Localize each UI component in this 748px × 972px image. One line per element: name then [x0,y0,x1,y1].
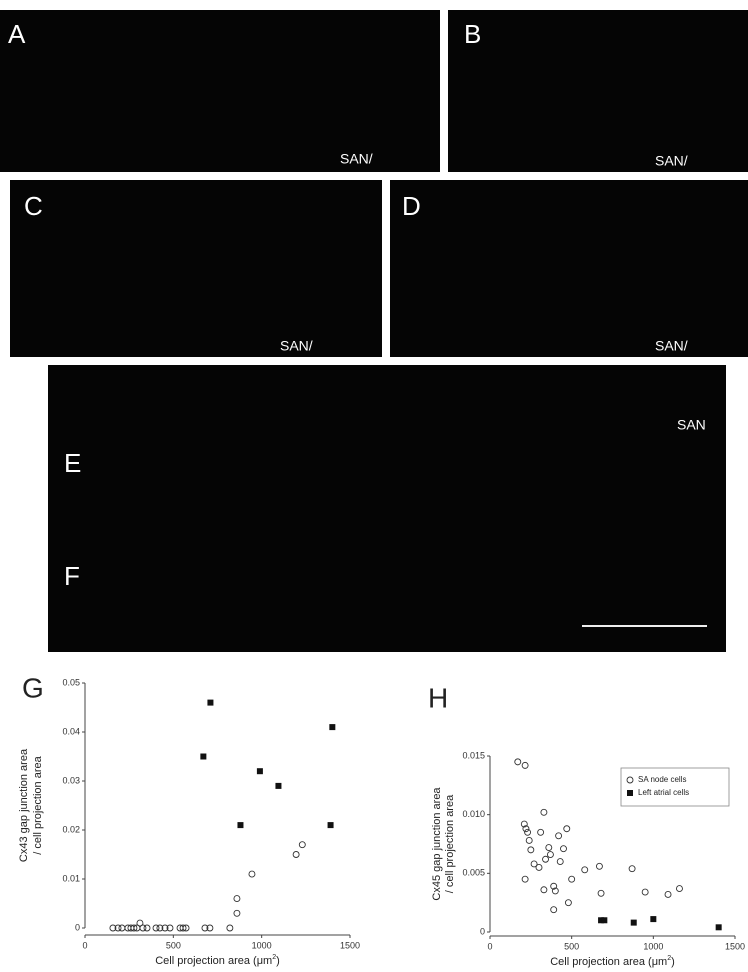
panel-label: C [24,191,43,221]
figure: A SAN/ B SAN/ C SAN/ D SAN/ SAN E F G 0 0.… [0,0,748,972]
data-point [522,876,528,882]
y-tick-label: 0.05 [62,677,80,687]
data-point [676,886,682,892]
panel-label: H [428,682,448,713]
data-point [329,724,335,730]
data-point [598,890,604,896]
data-point [144,925,150,931]
legend-box [621,768,729,806]
x-tick-label: 0 [82,940,87,950]
data-point [257,768,263,774]
data-point [561,846,567,852]
y-tick-label: 0.02 [62,824,80,834]
data-point [237,822,243,828]
data-point [551,907,557,913]
data-point [716,924,722,930]
data-point [293,852,299,858]
y-tick-label: 0.005 [462,868,485,878]
x-axis-label-text: Cell projection area (μm [155,955,272,967]
data-point [536,864,542,870]
data-point [515,759,521,765]
y-tick-label: 0.010 [462,809,485,819]
image-panel [448,10,748,172]
image-panel [48,365,726,652]
x-tick-label: 1000 [252,940,272,950]
panel-label: E [64,448,81,478]
data-point [275,783,281,789]
data-point [541,809,547,815]
image-panel [10,180,382,357]
x-tick-label: 1000 [643,941,663,951]
data-point [547,852,553,858]
data-point [629,866,635,872]
data-point [601,917,607,923]
y-tick-label: 0.015 [462,750,485,760]
panel-note: SAN/ [655,338,688,354]
panel-label: A [8,19,26,49]
x-axis-label-tail: ) [276,955,280,967]
data-point [541,887,547,893]
panel-note: SAN/ [655,153,688,169]
data-point [569,876,575,882]
legend-label: SA node cells [638,775,686,784]
data-point [596,863,602,869]
data-point [299,842,305,848]
panel-label: B [464,19,481,49]
data-point [650,916,656,922]
panel-label: F [64,561,80,591]
y-axis-label: Cx45 gap junction area [431,787,443,901]
y-axis-label: / cell projection area [32,755,44,854]
data-point [525,829,531,835]
legend-label: Left atrial cells [638,788,689,797]
data-point [234,896,240,902]
data-point [249,871,255,877]
legend-marker [627,790,633,796]
data-point [538,829,544,835]
x-axis-label-tail: ) [671,956,675,968]
data-point [234,910,240,916]
y-axis-label: Cx43 gap junction area [18,748,30,862]
y-tick-label: 0.04 [62,726,80,736]
x-axis-label: Cell projection area (μm2) [550,955,675,968]
panel-note: SAN/ [280,338,313,354]
panel-label: G [22,672,44,703]
x-axis-label-text: Cell projection area (μm [550,956,667,968]
y-tick-label: 0.01 [62,873,80,883]
panel-note: SAN/ [340,151,373,167]
data-point [207,700,213,706]
data-point [227,925,233,931]
x-tick-label: 0 [487,941,492,951]
data-point [564,826,570,832]
y-tick-label: 0 [75,922,80,932]
data-point [522,762,528,768]
data-point [543,856,549,862]
y-tick-label: 0.03 [62,775,80,785]
x-tick-label: 1500 [340,940,360,950]
panel-note: SAN [677,417,706,433]
data-point [328,822,334,828]
panel-label: D [402,191,421,221]
data-point [119,925,125,931]
y-axis-label: / cell projection area [444,794,456,893]
data-point [582,867,588,873]
data-point [665,891,671,897]
data-point [546,845,552,851]
data-point [565,900,571,906]
data-point [642,889,648,895]
page: A SAN/ B SAN/ C SAN/ D SAN/ SAN E F G 0 0.… [0,0,748,972]
x-tick-label: 500 [564,941,579,951]
image-panel [390,180,748,357]
x-axis-label: Cell projection area (μm2) [155,954,280,967]
data-point [557,859,563,865]
image-panel [0,10,440,172]
data-point [631,920,637,926]
data-point [200,754,206,760]
data-point [528,847,534,853]
data-point [556,833,562,839]
y-tick-label: 0 [480,926,485,936]
data-point [526,837,532,843]
x-tick-label: 1500 [725,941,745,951]
x-tick-label: 500 [166,940,181,950]
